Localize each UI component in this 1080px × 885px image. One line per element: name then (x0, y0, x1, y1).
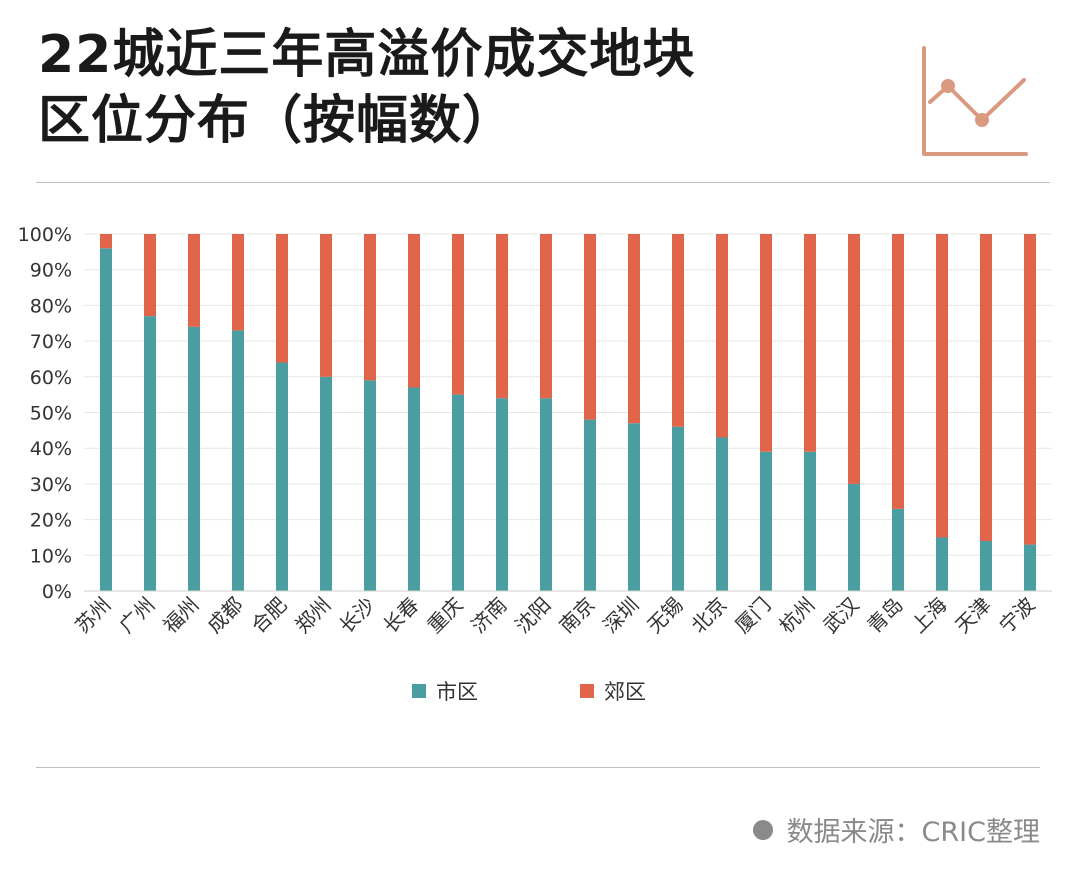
x-tick-label: 成都 (202, 593, 247, 638)
bullet-icon (752, 819, 773, 840)
y-tick-label: 0% (42, 581, 72, 603)
bar-suburban (232, 234, 244, 331)
bar-urban (320, 376, 332, 591)
bar-suburban (980, 234, 992, 542)
x-tick-label: 武汉 (818, 593, 863, 638)
bar-urban (232, 330, 244, 591)
bar-urban (892, 508, 904, 591)
y-tick-label: 50% (30, 403, 72, 425)
bar-suburban (144, 234, 156, 317)
bar-urban (100, 248, 112, 591)
x-tick-label: 无锡 (642, 593, 687, 638)
y-tick-label: 70% (30, 331, 72, 353)
bar-suburban (628, 234, 640, 424)
stacked-bar-chart: 0% 10% 20% 30% 40% 50% 60% 70% 80% 90% 100% 苏州广州福州成… (18, 224, 1052, 638)
bar-urban (364, 380, 376, 591)
x-tick-label: 南京 (554, 593, 599, 638)
bar-urban (276, 362, 288, 591)
bar-urban (188, 326, 200, 591)
bar-urban (408, 387, 420, 591)
y-tick-label: 20% (30, 510, 72, 532)
legend-item-suburban: 郊区 (580, 676, 646, 706)
bar-urban (804, 451, 816, 591)
bar-suburban (804, 234, 816, 452)
x-tick-label: 沈阳 (510, 593, 555, 638)
x-tick-label: 厦门 (730, 593, 775, 638)
bar-urban (980, 541, 992, 591)
bar-urban (144, 316, 156, 591)
bar-urban (540, 398, 552, 591)
bar-suburban (760, 234, 772, 452)
legend-item-urban: 市区 (412, 676, 478, 706)
x-tick-label: 苏州 (70, 593, 115, 638)
legend-label-suburban: 郊区 (604, 680, 646, 704)
bar-urban (848, 483, 860, 591)
legend-label-urban: 市区 (436, 680, 478, 704)
bar-suburban (584, 234, 596, 420)
bar-suburban (408, 234, 420, 388)
x-tick-label: 郑州 (290, 593, 335, 638)
bar-suburban (276, 234, 288, 363)
bottom-divider (36, 767, 1040, 768)
x-tick-label: 北京 (686, 593, 731, 638)
bar-suburban (496, 234, 508, 399)
x-tick-label: 杭州 (774, 593, 819, 638)
x-tick-label: 济南 (466, 593, 511, 638)
legend-swatch-urban (412, 684, 426, 698)
y-tick-label: 100% (18, 224, 72, 246)
source-note: 数据来源：CRIC整理 (752, 810, 1040, 849)
bar-urban (628, 423, 640, 591)
x-tick-label: 福州 (158, 593, 203, 638)
y-tick-label: 10% (30, 545, 72, 567)
bar-suburban (320, 234, 332, 377)
x-tick-label: 天津 (950, 593, 995, 638)
x-tick-label: 长春 (378, 593, 423, 638)
bar-urban (496, 398, 508, 591)
bar-urban (452, 394, 464, 591)
y-tick-label: 80% (30, 295, 72, 317)
bar-urban (936, 537, 948, 591)
chart-title-line2: 区位分布（按幅数） (38, 91, 516, 151)
y-tick-label: 30% (30, 474, 72, 496)
bar-urban (716, 437, 728, 591)
bar-urban (1024, 544, 1036, 591)
chart-title: 22城近三年高溢价成交地块 区位分布（按幅数） (38, 22, 695, 154)
bar-suburban (716, 234, 728, 438)
top-divider (36, 182, 1050, 183)
bar-suburban (540, 234, 552, 399)
bar-suburban (452, 234, 464, 395)
x-tick-label: 长沙 (334, 593, 379, 638)
line-chart-icon (922, 46, 1028, 156)
bar-urban (584, 419, 596, 591)
bar-suburban (672, 234, 684, 427)
source-text: 数据来源：CRIC整理 (786, 817, 1040, 848)
y-tick-label: 60% (30, 367, 72, 389)
bar-suburban (188, 234, 200, 327)
bar-urban (672, 426, 684, 591)
chart-title-line1: 22城近三年高溢价成交地块 (38, 25, 696, 85)
x-tick-label: 宁波 (994, 593, 1039, 638)
bar-suburban (936, 234, 948, 538)
bar-suburban (892, 234, 904, 509)
bar-suburban (100, 234, 112, 249)
y-tick-label: 40% (30, 438, 72, 460)
y-tick-label: 90% (30, 260, 72, 282)
x-tick-label: 重庆 (422, 593, 467, 638)
bar-suburban (364, 234, 376, 381)
bar-suburban (848, 234, 860, 484)
x-tick-label: 深圳 (598, 593, 643, 638)
x-tick-label: 广州 (114, 593, 159, 638)
x-tick-label: 青岛 (862, 593, 907, 638)
legend-swatch-suburban (580, 684, 594, 698)
bar-suburban (1024, 234, 1036, 545)
x-tick-label: 上海 (906, 593, 951, 638)
x-tick-label: 合肥 (246, 593, 291, 638)
bar-urban (760, 451, 772, 591)
